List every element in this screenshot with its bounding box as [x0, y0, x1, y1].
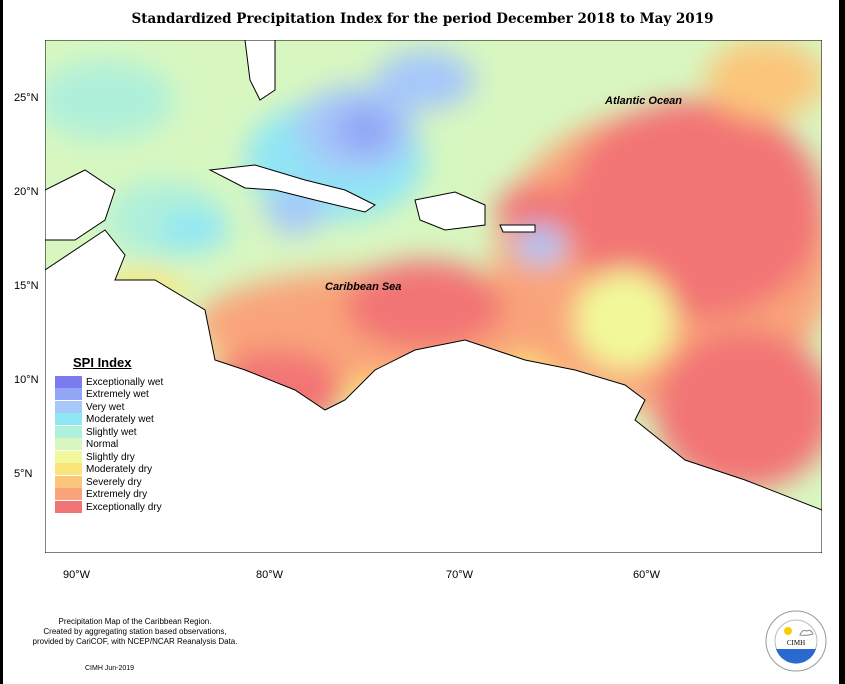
- footer-line: Precipitation Map of the Caribbean Regio…: [58, 617, 212, 626]
- lon-tick: 80°W: [256, 569, 284, 581]
- lon-tick: 90°W: [63, 569, 91, 581]
- lat-tick: 15°N: [14, 280, 39, 292]
- legend-label: Severely dry: [86, 476, 142, 488]
- legend-item: Extremely dry: [55, 488, 163, 502]
- legend-swatch: [55, 388, 82, 402]
- legend-label: Extremely dry: [86, 489, 148, 501]
- lon-tick: 70°W: [446, 569, 474, 581]
- legend-label: Moderately wet: [86, 414, 154, 426]
- lat-tick: 25°N: [14, 92, 39, 104]
- legend-swatch: [55, 450, 82, 464]
- lat-tick: 10°N: [14, 374, 39, 386]
- legend-label: Exceptionally wet: [86, 376, 164, 388]
- footer-line: provided by CariCOF, with NCEP/NCAR Rean…: [32, 637, 238, 646]
- footer-line: Created by aggregating station based obs…: [43, 627, 227, 636]
- legend-swatch: [55, 475, 82, 489]
- right-border: [839, 0, 845, 684]
- cimh-logo: CIMH: [765, 610, 827, 672]
- lat-tick: 20°N: [14, 186, 39, 198]
- caribbean-sea-label: Caribbean Sea: [325, 281, 401, 293]
- legend-label: Slightly dry: [86, 451, 135, 463]
- legend-label: Slightly wet: [86, 426, 137, 438]
- footer-stamp: CIMH Jun-2019: [85, 665, 135, 672]
- legend-item: Severely dry: [55, 475, 163, 489]
- legend-swatch: [55, 413, 82, 427]
- legend-swatch: [55, 463, 82, 477]
- legend-item: Exceptionally wet: [55, 375, 164, 389]
- spi-map: Atlantic Ocean Caribbean Sea: [45, 40, 822, 553]
- legend-item: Moderately dry: [55, 463, 163, 477]
- spi-legend: SPI Index Exceptionally wet Extremely wet…: [55, 355, 163, 514]
- legend-swatch: [55, 500, 82, 514]
- legend-item: Very wet: [55, 400, 163, 414]
- lon-tick: 60°W: [633, 569, 661, 581]
- legend-swatch: [55, 400, 82, 414]
- legend-label: Exceptionally dry: [86, 501, 162, 513]
- lat-tick: 5°N: [14, 468, 33, 480]
- map-title: Standardized Precipitation Index for the…: [131, 11, 714, 27]
- legend-item: Slightly wet: [55, 425, 163, 439]
- legend-item: Moderately wet: [55, 413, 163, 427]
- legend-label: Moderately dry: [86, 464, 153, 476]
- legend-item: Normal: [55, 438, 163, 452]
- legend-item: Exceptionally dry: [55, 500, 163, 514]
- legend-swatch: [55, 488, 82, 502]
- legend-swatch: [55, 425, 82, 439]
- legend-swatch: [55, 438, 82, 452]
- atlantic-ocean-label: Atlantic Ocean: [604, 95, 682, 107]
- logo-text: CIMH: [787, 639, 805, 647]
- legend-label: Normal: [86, 439, 119, 451]
- footer-notes: Precipitation Map of the Caribbean Regio…: [0, 617, 270, 647]
- legend-swatch: [55, 375, 82, 389]
- land-masses: [45, 40, 822, 553]
- legend-title: SPI Index: [73, 355, 132, 370]
- legend-label: Extremely wet: [86, 389, 149, 401]
- legend-item: Extremely wet: [55, 388, 163, 402]
- legend-item: Slightly dry: [55, 450, 163, 464]
- legend-label: Very wet: [86, 401, 125, 413]
- left-border: [0, 0, 3, 684]
